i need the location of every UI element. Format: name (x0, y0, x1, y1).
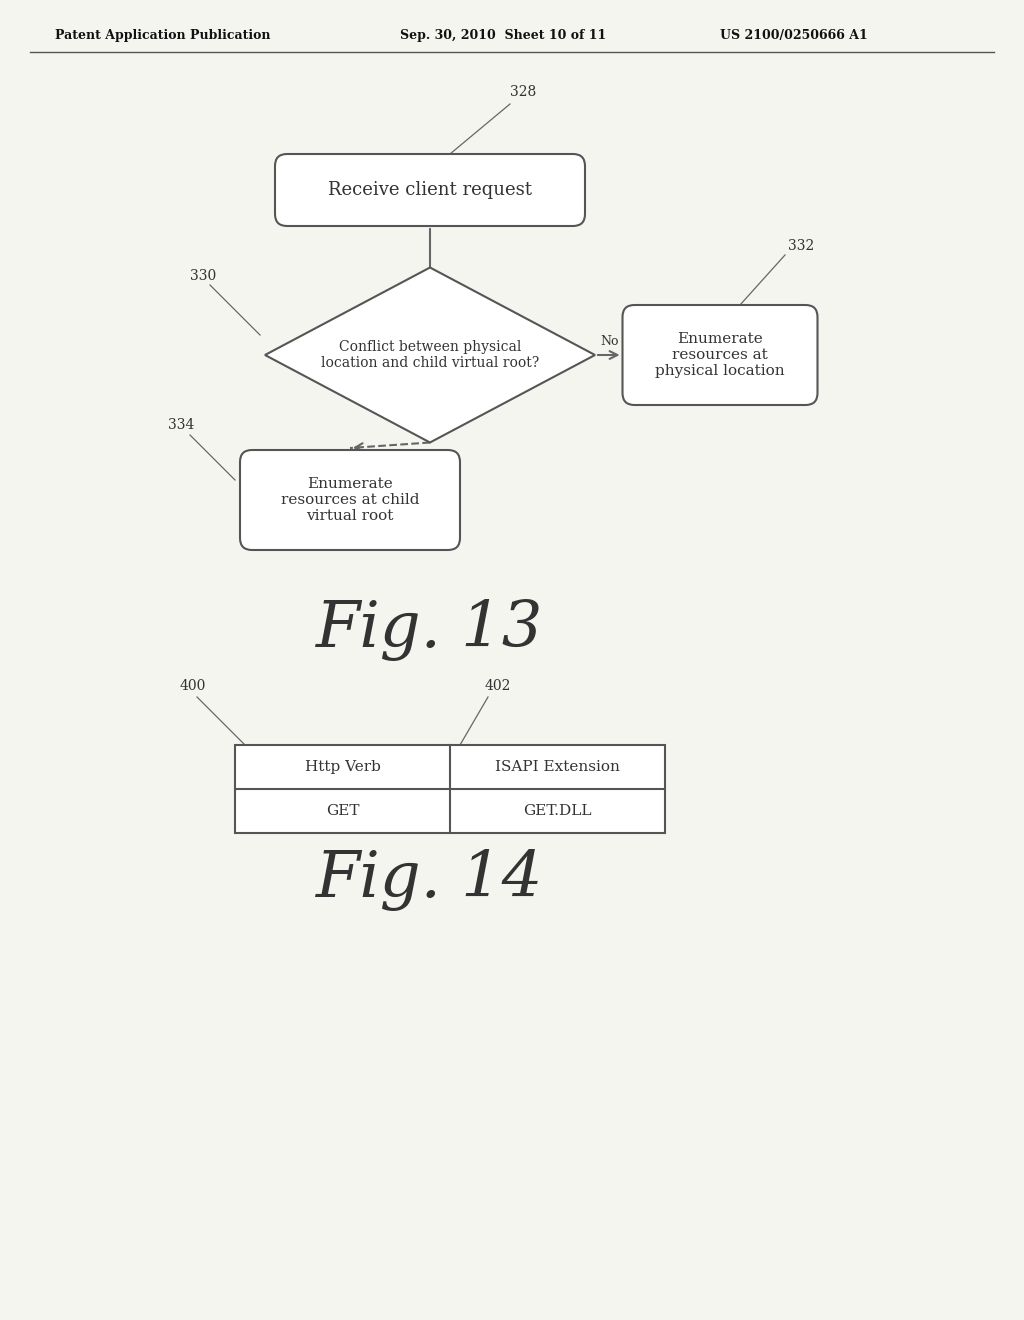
Text: GET: GET (326, 804, 359, 818)
Text: 400: 400 (180, 678, 207, 693)
Text: ISAPI Extension: ISAPI Extension (495, 760, 620, 774)
FancyBboxPatch shape (240, 450, 460, 550)
Text: Http Verb: Http Verb (304, 760, 381, 774)
Text: GET.DLL: GET.DLL (523, 804, 592, 818)
Text: Conflict between physical
location and child virtual root?: Conflict between physical location and c… (321, 339, 539, 370)
Text: 330: 330 (190, 269, 216, 282)
Text: Receive client request: Receive client request (328, 181, 532, 199)
Text: No: No (600, 335, 618, 348)
Text: US 2100/0250666 A1: US 2100/0250666 A1 (720, 29, 867, 41)
Text: Enumerate
resources at child
virtual root: Enumerate resources at child virtual roo… (281, 477, 419, 523)
Polygon shape (234, 744, 665, 833)
Text: 334: 334 (168, 418, 195, 432)
Text: Fig. 14: Fig. 14 (316, 849, 544, 911)
Text: Fig. 13: Fig. 13 (316, 599, 544, 661)
FancyBboxPatch shape (623, 305, 817, 405)
FancyBboxPatch shape (275, 154, 585, 226)
Text: Yes: Yes (412, 462, 433, 475)
Text: 328: 328 (510, 84, 537, 99)
Polygon shape (265, 268, 595, 442)
Text: Enumerate
resources at
physical location: Enumerate resources at physical location (655, 331, 784, 379)
Text: 402: 402 (485, 678, 511, 693)
Text: Patent Application Publication: Patent Application Publication (55, 29, 270, 41)
Text: 332: 332 (788, 239, 814, 253)
Text: Sep. 30, 2010  Sheet 10 of 11: Sep. 30, 2010 Sheet 10 of 11 (400, 29, 606, 41)
